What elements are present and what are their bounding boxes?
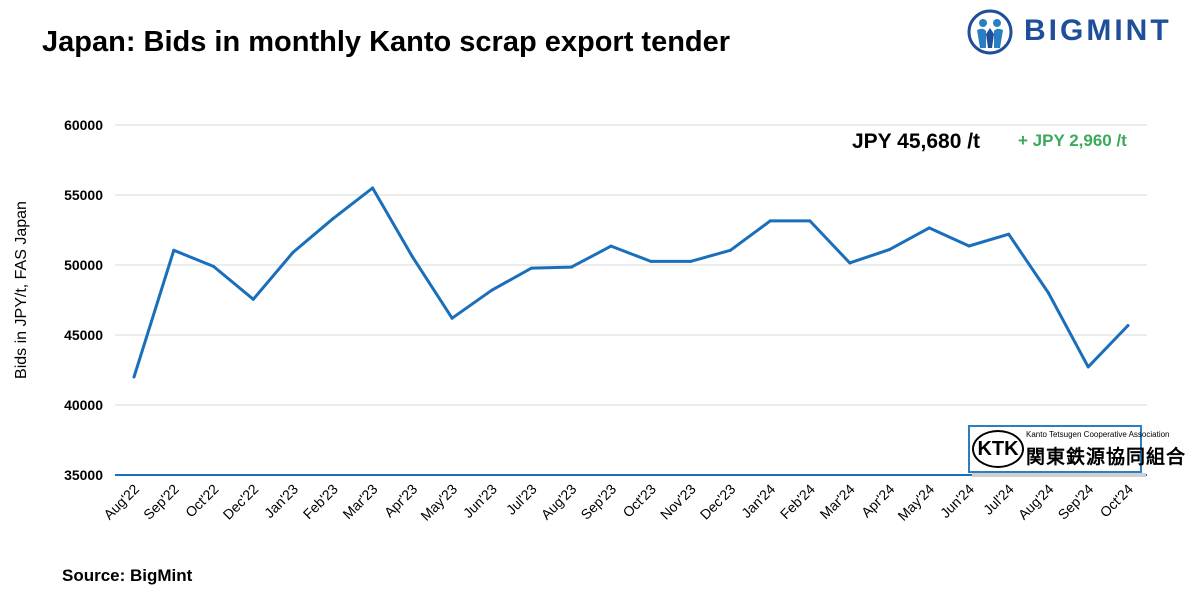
- ktk-logo-english: Kanto Tetsugen Cooperative Association: [1026, 430, 1170, 439]
- series-line: [132, 186, 1130, 378]
- data-point: [927, 226, 931, 230]
- data-point: [371, 186, 375, 190]
- x-tick-label: Jun'23: [460, 481, 500, 521]
- data-point: [768, 219, 772, 223]
- ktk-logo-shadow: [972, 473, 1146, 477]
- x-tick-label: Mar'24: [817, 481, 858, 522]
- x-tick-label: Sep'24: [1055, 481, 1097, 523]
- grid-lines: [115, 124, 1147, 476]
- data-point: [490, 288, 494, 292]
- ktk-logo-abbr: KTK: [972, 430, 1024, 468]
- data-point: [132, 375, 136, 379]
- x-tick-label: Sep'23: [577, 481, 619, 523]
- x-tick-label: Oct'23: [619, 481, 659, 521]
- x-tick-label: Oct'22: [182, 481, 222, 521]
- y-tick-label: 45000: [64, 327, 103, 343]
- x-tick-label: Jan'23: [261, 481, 301, 521]
- y-tick-label: 40000: [64, 397, 103, 413]
- x-tick-label: Oct'24: [1097, 481, 1137, 521]
- x-tick-label: Aug'24: [1015, 481, 1057, 523]
- data-point: [1046, 291, 1050, 295]
- data-point: [291, 250, 295, 254]
- latest-bid-annotation: JPY 45,680 /t: [852, 130, 981, 153]
- x-tick-label: Nov'23: [657, 481, 699, 523]
- data-point: [887, 248, 891, 252]
- x-tick-label: Jan'24: [738, 481, 778, 521]
- data-point: [609, 244, 613, 248]
- x-tick-label: Feb'24: [777, 481, 818, 522]
- x-tick-label: Dec'23: [697, 481, 739, 523]
- data-point: [728, 248, 732, 252]
- chart-title: Japan: Bids in monthly Kanto scrap expor…: [42, 26, 731, 58]
- x-tick-label: Aug'23: [538, 481, 580, 523]
- x-tick-label: May'23: [417, 481, 460, 524]
- data-point: [649, 259, 653, 263]
- x-tick-label: Dec'22: [220, 481, 262, 523]
- y-tick-label: 60000: [64, 117, 103, 133]
- data-point: [331, 217, 335, 221]
- ktk-logo: KTK Kanto Tetsugen Cooperative Associati…: [968, 425, 1185, 473]
- x-tick-label: Jul'24: [980, 481, 1017, 518]
- ktk-logo-japanese: 関東鉄源協同組合: [1026, 447, 1187, 468]
- x-tick-label: Jun'24: [937, 481, 977, 521]
- y-axis-ticks: 35000 40000 45000 50000 55000 60000: [64, 117, 103, 483]
- x-tick-label: Jul'23: [503, 481, 540, 518]
- data-point: [808, 219, 812, 223]
- data-point: [967, 244, 971, 248]
- data-point: [1126, 323, 1130, 327]
- bigmint-logo-icon: [967, 9, 1013, 55]
- x-tick-label: Apr'24: [858, 481, 898, 521]
- change-annotation: + JPY 2,960 /t: [1018, 131, 1127, 150]
- data-point: [1007, 232, 1011, 236]
- x-tick-label: Apr'23: [381, 481, 421, 521]
- data-point: [212, 264, 216, 268]
- data-point: [569, 265, 573, 269]
- y-tick-label: 35000: [64, 467, 103, 483]
- data-point: [251, 297, 255, 301]
- x-tick-label: Mar'23: [339, 481, 380, 522]
- series-points: [132, 186, 1130, 379]
- y-tick-label: 50000: [64, 257, 103, 273]
- data-point: [689, 259, 693, 263]
- data-point: [172, 248, 176, 252]
- data-point: [450, 316, 454, 320]
- x-tick-label: Feb'23: [300, 481, 341, 522]
- data-point: [848, 261, 852, 265]
- x-tick-label: May'24: [894, 481, 937, 524]
- bigmint-logo-text: BIGMINT: [1024, 14, 1172, 47]
- source-note: Source: BigMint: [62, 566, 193, 585]
- y-axis-label: Bids in JPY/t, FAS Japan: [13, 201, 30, 379]
- x-tick-label: Aug'22: [100, 481, 142, 523]
- data-point: [530, 266, 534, 270]
- x-tick-label: Sep'22: [140, 481, 182, 523]
- data-point: [410, 255, 414, 259]
- bigmint-logo: BIGMINT: [964, 8, 1196, 56]
- y-tick-label: 55000: [64, 187, 103, 203]
- data-point: [1086, 365, 1090, 369]
